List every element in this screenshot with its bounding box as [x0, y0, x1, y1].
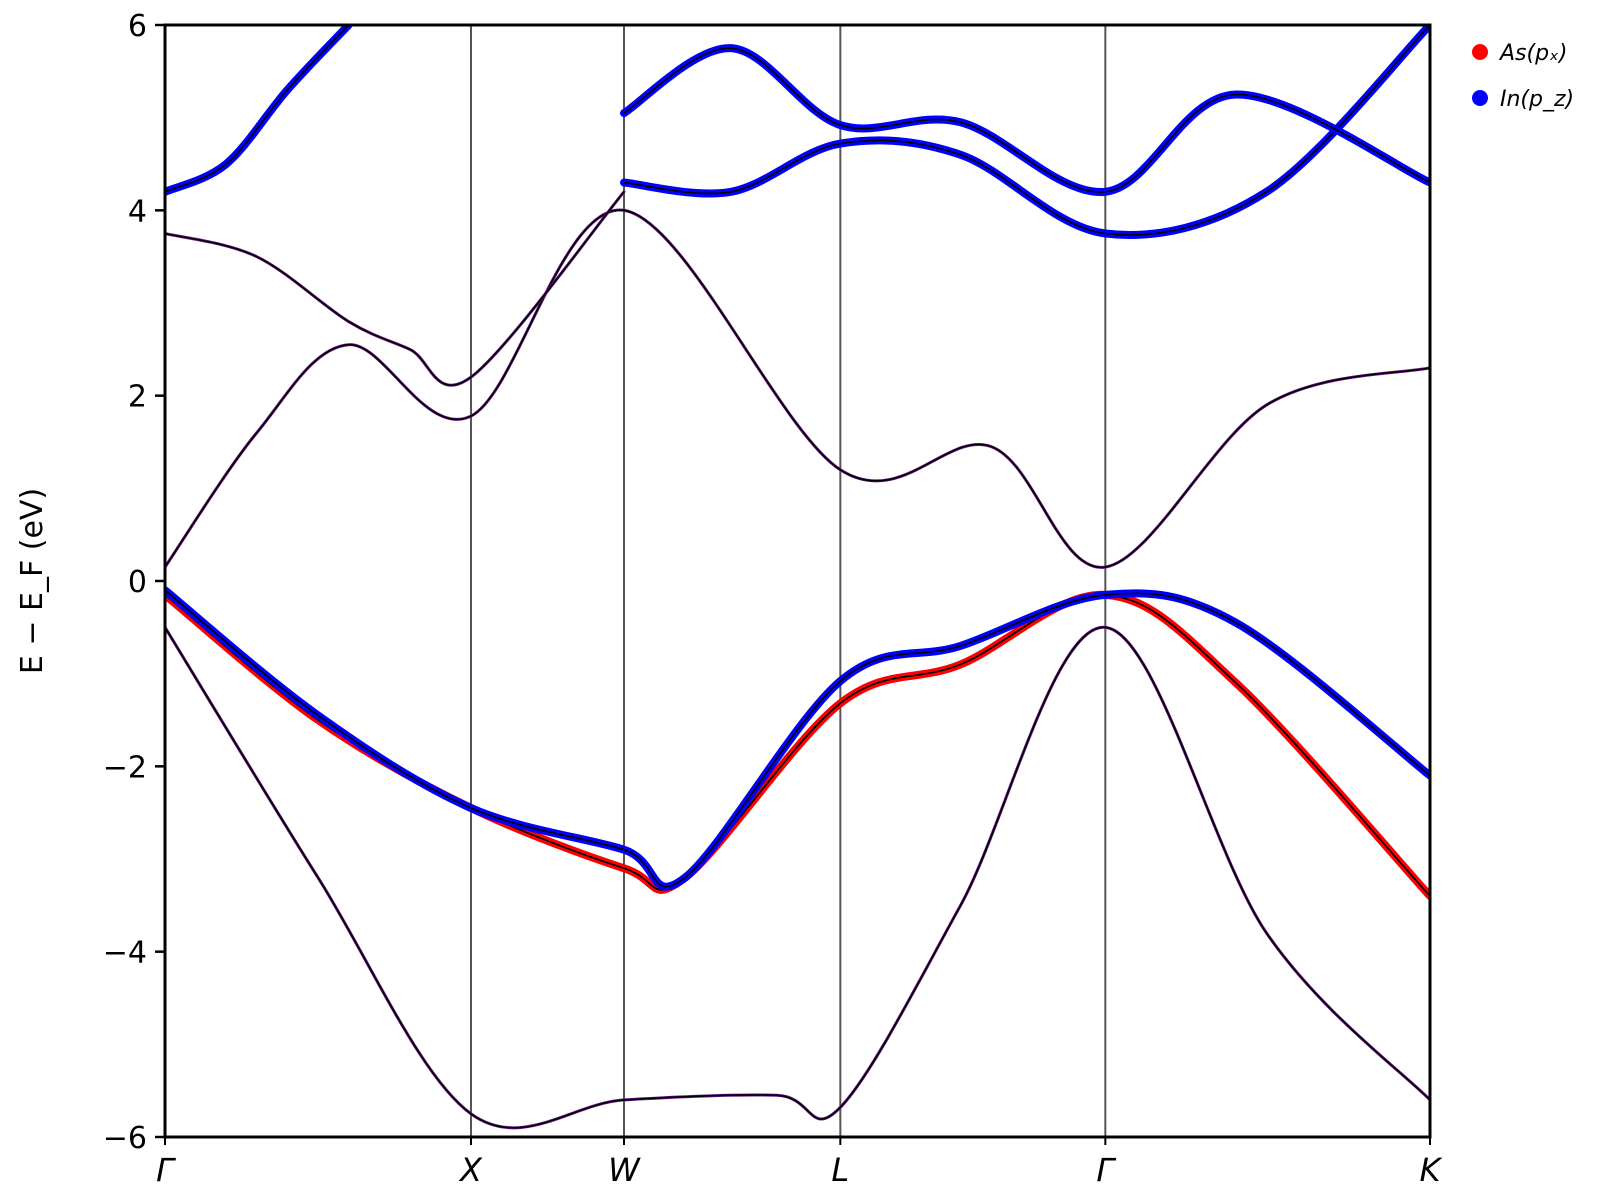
- legend-label-1: In(p_z): [1500, 87, 1574, 112]
- kpoint-label-1: X: [458, 1151, 483, 1189]
- band-path-band-8: [619, 44, 1430, 196]
- band-path-band-5: [165, 190, 626, 387]
- band-lines: [165, 25, 1430, 1130]
- y-tick-label: 2: [128, 380, 147, 415]
- series-band-8: [619, 44, 1430, 196]
- series-band-1: [165, 625, 1430, 1130]
- series-band-6: [165, 25, 353, 196]
- band-core-band-3: [165, 589, 1430, 888]
- band-core-band-1: [165, 626, 1430, 1129]
- y-tick-label: −6: [103, 1121, 147, 1156]
- y-tick-label: −2: [103, 750, 147, 785]
- y-tick-label: 0: [128, 565, 147, 600]
- legend: As(pₓ) In(p_z): [1472, 41, 1574, 112]
- band-path-band-3: [165, 586, 1430, 891]
- legend-marker-1: [1472, 90, 1488, 106]
- y-axis-label: E − E_F (eV): [15, 488, 50, 674]
- y-tick-label: −4: [103, 936, 147, 971]
- series-band-4: [165, 208, 1430, 569]
- band-path-band-6: [165, 25, 353, 196]
- series-band-7: [619, 25, 1430, 239]
- y-tick-label: 4: [128, 194, 147, 229]
- series-band-3: [165, 586, 1430, 891]
- y-tick-label: 6: [128, 9, 147, 44]
- kpoint-label-3: L: [831, 1151, 849, 1189]
- legend-marker-0: [1472, 44, 1488, 60]
- band-core-band-6: [165, 25, 350, 193]
- band-path-band-7: [619, 25, 1430, 239]
- kpoint-label-5: K: [1420, 1151, 1444, 1189]
- plot-frame: [163, 23, 1432, 1139]
- kpoint-label-2: W: [608, 1151, 641, 1189]
- kpoint-label-0: Γ: [156, 1151, 176, 1189]
- band-core-band-8: [623, 47, 1430, 193]
- y-axis-ticks: −6 −4 −2 0 2 4 6: [103, 9, 165, 1156]
- kpoint-label-4: Γ: [1096, 1151, 1116, 1189]
- legend-label-0: As(pₓ): [1498, 41, 1567, 66]
- high-symmetry-lines: [469, 25, 1107, 1137]
- band-core-band-7: [623, 25, 1430, 236]
- band-path-band-4: [165, 208, 1430, 569]
- band-core-band-5: [165, 191, 625, 386]
- band-core-band-4: [165, 209, 1430, 568]
- series-band-5: [165, 190, 626, 387]
- band-path-band-1: [165, 625, 1430, 1130]
